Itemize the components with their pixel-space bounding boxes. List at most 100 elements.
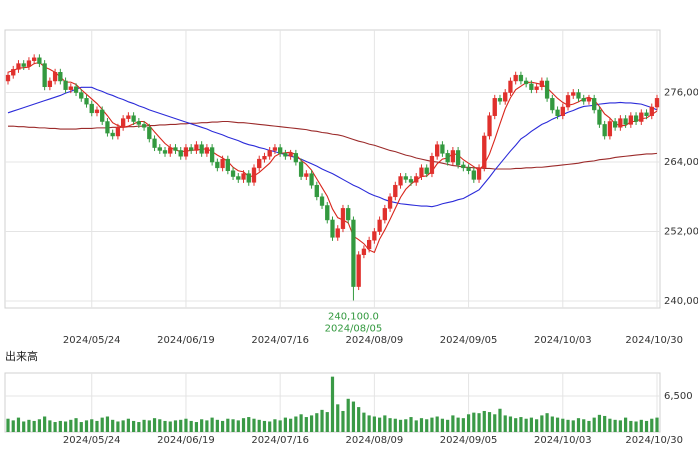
volume-bar (69, 419, 73, 432)
candle-body (220, 158, 225, 169)
volume-bar (74, 418, 78, 432)
candle-body (136, 121, 141, 125)
candle-body (84, 98, 89, 105)
candle-body (94, 109, 100, 114)
volume-bar (634, 421, 638, 432)
candle-body (73, 86, 79, 93)
candle-body (346, 208, 351, 221)
volume-bar (650, 418, 654, 432)
volume-bar (613, 419, 617, 432)
volume-bar (48, 420, 52, 432)
candle-body (262, 156, 267, 160)
candle-body (189, 147, 194, 151)
candle-body (330, 219, 335, 238)
volume-bar (257, 419, 261, 432)
volume-bar (430, 417, 434, 432)
volume-bar (325, 412, 329, 432)
x-tick-label: 2024/06/19 (157, 335, 215, 346)
candle-body (335, 228, 340, 238)
candle-body (246, 173, 251, 183)
candle-body (105, 121, 110, 134)
volume-bar (147, 420, 151, 432)
volume-bar (393, 418, 397, 432)
candle-body (518, 74, 524, 82)
candle-body (560, 106, 565, 116)
candle-body (455, 150, 461, 166)
volume-bar (644, 420, 649, 432)
candle-body (152, 138, 157, 148)
volume-bar (268, 421, 272, 432)
volume-bar (571, 420, 575, 432)
candle-body (550, 98, 555, 111)
candle-body (110, 132, 115, 137)
volume-bar (440, 418, 445, 432)
volume-bar (79, 422, 83, 432)
volume-bar (220, 420, 225, 432)
y-tick-label: 264,000 (664, 157, 698, 168)
volume-bar (550, 416, 554, 432)
candle-body (461, 164, 466, 169)
volume-bar (126, 418, 130, 432)
volume-bar (231, 419, 235, 432)
x-tick-label: 2024/06/19 (157, 435, 215, 446)
candle-body (26, 60, 32, 67)
volume-bar (383, 415, 387, 432)
candle-body (607, 121, 613, 137)
volume-bar (603, 415, 607, 432)
candle-body (429, 156, 435, 174)
candle-body (272, 147, 278, 151)
volume-bar (477, 413, 481, 432)
candle-body (319, 196, 325, 206)
volume-bar (173, 420, 178, 432)
volume-bar (561, 418, 565, 432)
volume-bar (487, 412, 492, 432)
candle-body (257, 158, 262, 169)
volume-bar (273, 419, 277, 432)
candle-body (42, 63, 47, 88)
candle-body (618, 118, 623, 128)
x-tick-label: 2024/10/03 (534, 335, 592, 346)
volume-bar (466, 414, 471, 432)
volume-bar (309, 415, 314, 432)
volume-bar (210, 417, 214, 432)
volume-title: 出来高 (5, 349, 38, 363)
candle-body (21, 63, 26, 67)
candle-body (283, 153, 288, 157)
volume-bar (597, 414, 602, 432)
candle-body (215, 161, 220, 169)
candle-body (251, 167, 257, 183)
volume-bar (215, 419, 219, 432)
candle-body (16, 63, 21, 70)
candle-body (11, 69, 16, 76)
volume-bar (608, 418, 612, 432)
volume-bar (53, 422, 57, 432)
candle-body (372, 231, 377, 241)
candle-body (230, 170, 236, 177)
volume-bar (524, 418, 528, 432)
candle-body (508, 80, 513, 93)
candle-body (497, 98, 503, 102)
volume-bar (498, 408, 502, 432)
candle-body (524, 80, 529, 85)
volume-bar (446, 419, 450, 432)
volume-bar (655, 417, 659, 432)
candle-body (183, 147, 189, 157)
volume-bar (461, 418, 465, 432)
candle-body (435, 144, 440, 157)
x-tick-label: 2024/07/16 (251, 435, 309, 446)
candle-body (633, 115, 639, 122)
y-tick-label: 276,000 (664, 88, 698, 99)
volume-bar (111, 419, 115, 432)
candle-body (47, 80, 53, 88)
candle-body (236, 176, 241, 180)
volume-bar (341, 410, 345, 432)
volume-bar (582, 419, 586, 432)
volume-bar (519, 417, 523, 432)
candle-body (68, 86, 73, 90)
volume-bar (482, 410, 486, 432)
volume-bar (289, 418, 293, 432)
candle-body (32, 57, 37, 61)
volume-bar (58, 420, 62, 432)
candle-body (513, 74, 518, 82)
